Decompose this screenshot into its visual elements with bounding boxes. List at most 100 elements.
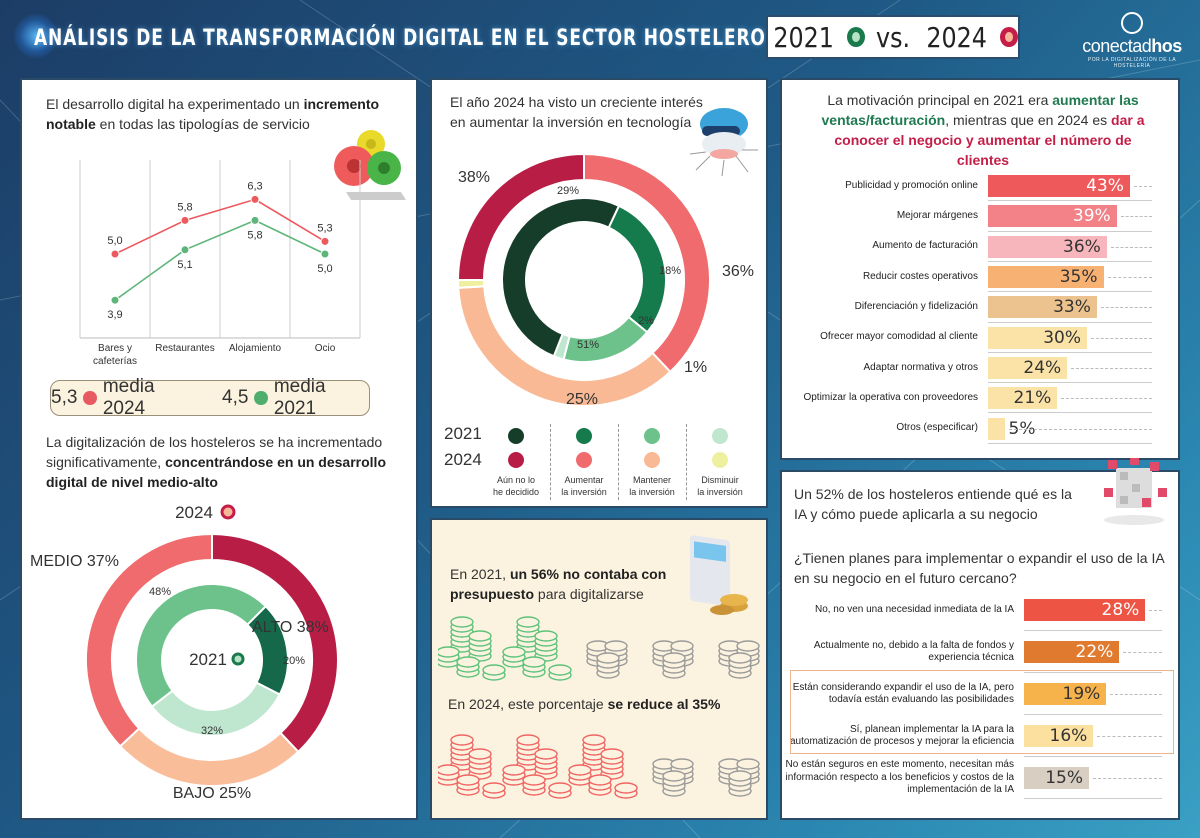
row-divider xyxy=(988,321,1152,323)
bar-category-label: Optimizar la operativa con proveedores xyxy=(803,391,978,403)
legend-dot-2021 xyxy=(644,428,660,444)
row-divider xyxy=(1024,630,1162,631)
bar-category-label: Están considerando expandir el uso de la… xyxy=(792,681,1014,706)
bar-category-label: Reducir costes operativos xyxy=(862,270,978,282)
coin-gray xyxy=(670,640,694,652)
legend-label: Mantener la inversión xyxy=(629,475,675,497)
coin-gray xyxy=(662,770,686,782)
bar-value-label: 16% xyxy=(1049,726,1088,746)
text-part: En 2021, xyxy=(450,566,510,582)
coin-colored xyxy=(438,646,460,658)
coin-gray xyxy=(670,758,694,770)
legend-year-2021: 2021 xyxy=(444,424,482,443)
bar-dash-guide xyxy=(1120,216,1152,218)
data-label-2024: 5,8 xyxy=(177,201,192,213)
bar-value-label: 21% xyxy=(1013,388,1052,409)
series-line-2024 xyxy=(114,198,326,255)
x-tick-label: Alojamiento xyxy=(229,343,282,354)
bar-category-label: No, no ven una necesidad inmediata de la… xyxy=(814,603,1014,615)
bar: 19% xyxy=(1024,683,1107,705)
heading-part: La motivación principal en 2021 era xyxy=(827,92,1053,108)
ring-2021-slice xyxy=(501,197,621,358)
row-divider xyxy=(1024,672,1162,673)
vs-label: vs. xyxy=(875,20,911,54)
ring-2024-slice xyxy=(456,279,486,289)
ring-2021-slice xyxy=(135,583,268,708)
text-bold: un 56% no contaba con presupuesto xyxy=(450,566,667,602)
panel-motivation: La motivación principal en 2021 era aume… xyxy=(780,78,1180,460)
budget-2021-text: En 2021, un 56% no contaba con presupues… xyxy=(450,564,690,604)
flower-2021-icon xyxy=(254,391,268,405)
coin-colored xyxy=(502,764,526,776)
row-divider xyxy=(988,260,1152,262)
panel-investment: El año 2024 ha visto un creciente interé… xyxy=(430,78,768,508)
ring-2024-slice xyxy=(85,532,213,748)
legend-dot-2024 xyxy=(508,452,524,468)
row-divider xyxy=(1024,714,1162,715)
year-2021-dot-icon xyxy=(847,27,865,47)
coin-colored xyxy=(522,656,546,668)
legend-divider xyxy=(550,424,551,500)
bar-value-label: 22% xyxy=(1075,642,1114,662)
calculator-icon xyxy=(690,535,748,615)
x-tick-label: Ocio xyxy=(315,343,336,354)
slice-label-2021-disminuir: 2% xyxy=(638,315,654,327)
coin-gray xyxy=(736,640,760,652)
heading-green: aumentar las ventas/facturación xyxy=(821,92,1139,128)
avg-2024-label: media 2024 xyxy=(102,376,155,419)
bar-category-label: Mejorar márgenes xyxy=(896,210,978,222)
legend-year-2024: 2024 xyxy=(444,450,482,469)
coin-colored xyxy=(548,664,572,676)
line-chart-development: Bares y cafeterías Restaurantes Alojamiento… xyxy=(79,160,361,367)
year-2024-label: 2024 xyxy=(175,503,213,522)
coin-colored xyxy=(438,764,460,776)
data-label-2024: 5,0 xyxy=(107,235,122,247)
bar-value-label: 19% xyxy=(1062,684,1101,704)
legend-dot-2021 xyxy=(508,428,524,444)
text-part: para digitalizarse xyxy=(534,586,644,602)
panel-digital-development: El desarrollo digital ha experimentado u… xyxy=(20,78,418,820)
legend-label: Disminuir la inversión xyxy=(697,475,743,497)
data-label-2024: 5,3 xyxy=(317,222,332,234)
coin-colored xyxy=(468,748,492,760)
slice-label-2024-aun-no: 25% xyxy=(566,391,598,408)
ring-2024-slice xyxy=(456,152,585,281)
legend-dot-2024 xyxy=(576,452,592,468)
data-point-2024 xyxy=(180,215,190,225)
slice-label-2024-mantener: 36% xyxy=(722,263,754,280)
logo-name-b: hos xyxy=(1151,36,1182,56)
bar-value-label: 35% xyxy=(1059,267,1098,288)
bar-value-label: 36% xyxy=(1063,236,1101,257)
bar: 22% xyxy=(1024,641,1120,663)
motivation-heading: La motivación principal en 2021 era aume… xyxy=(810,90,1156,170)
coin-colored xyxy=(450,734,474,746)
coins-2021-pictogram xyxy=(438,616,760,681)
data-label-2021: 5,0 xyxy=(317,263,332,275)
data-point-2024 xyxy=(110,249,120,259)
page-title: ANÁLISIS DE LA TRANSFORMACIÓN DIGITAL EN… xyxy=(34,26,766,51)
heading-part: El desarrollo digital ha experimentado u… xyxy=(46,96,304,112)
legend-dot-2024 xyxy=(712,452,728,468)
investment-heading: El año 2024 ha visto un creciente interé… xyxy=(450,94,703,130)
row-divider xyxy=(988,351,1152,353)
bar-category-label: Ofrecer mayor comodidad al cliente xyxy=(820,331,978,343)
heading-red: dar a conocer el negocio y aumentar el n… xyxy=(834,112,1145,168)
avg-2021-label: media 2021 xyxy=(273,376,326,419)
row-divider xyxy=(988,382,1152,384)
coin-colored xyxy=(502,646,526,658)
row-divider xyxy=(1024,798,1162,799)
bar-dash-guide xyxy=(1091,337,1152,339)
bar: 36% xyxy=(988,235,1107,258)
year-2024-label: 2024 xyxy=(926,20,987,54)
year-2024-dot-icon xyxy=(1000,27,1018,47)
coin-colored xyxy=(614,782,638,794)
year-2024-dot-icon xyxy=(220,504,236,520)
year-2021-label: 2021 xyxy=(189,650,227,669)
ai-question: ¿Tienen planes para implementar o expand… xyxy=(794,550,1164,586)
slice-label-2024-aumentar: 38% xyxy=(458,169,490,186)
budget-2024-text: En 2024, este porcentaje se reduce al 35… xyxy=(448,694,758,714)
slice-label-medio: MEDIO 37% xyxy=(30,553,119,570)
data-point-2021 xyxy=(320,249,330,259)
bar-dash-guide xyxy=(1110,694,1162,695)
row-divider xyxy=(988,230,1152,232)
